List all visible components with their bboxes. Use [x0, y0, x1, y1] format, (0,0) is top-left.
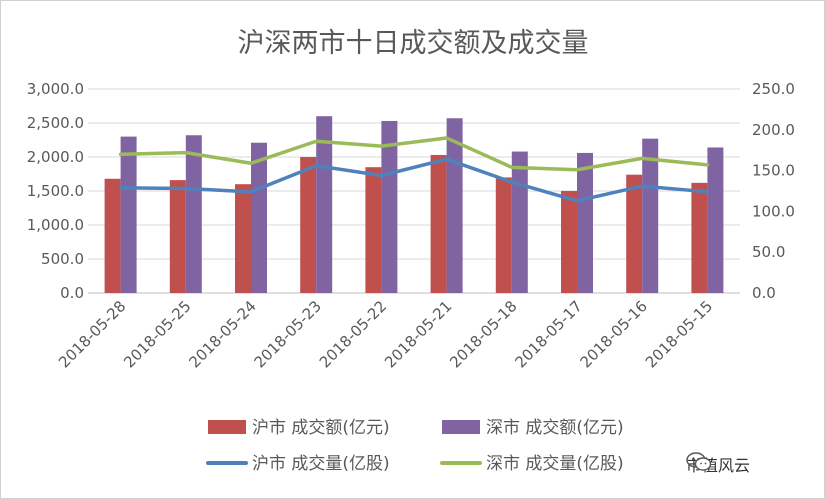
watermark: 市值风云 — [686, 452, 750, 476]
bar-sh-turnover — [561, 191, 577, 293]
bar-sh-turnover — [300, 157, 317, 293]
legend-swatch — [208, 420, 246, 434]
line-sz-volume — [118, 136, 710, 172]
y-axis-right: 0.0 50.0 100.0 150.0 200.0 250.0 — [752, 80, 795, 302]
bar-sh-turnover — [235, 184, 251, 293]
line-series-group — [118, 136, 710, 203]
y-left-tick-label: 3,000.0 — [27, 80, 84, 98]
legend-label: 深市 成交额(亿元) — [486, 418, 624, 438]
bar-sz-turnover — [381, 120, 398, 294]
y-left-tick-label: 500.0 — [41, 250, 84, 268]
bar-sh-turnover — [104, 178, 121, 293]
bar-sh-turnover — [430, 154, 447, 293]
y-left-tick-label: 0.0 — [60, 284, 84, 302]
y-left-tick-label: 2,500.0 — [27, 114, 84, 132]
x-tick-label: 2018-05-28 — [55, 297, 129, 371]
legend-label: 沪市 成交额(亿元) — [252, 418, 390, 438]
y-left-tick-label: 1,500.0 — [27, 182, 84, 200]
x-tick-label: 2018-05-15 — [642, 297, 716, 371]
y-right-tick-label: 250.0 — [752, 80, 795, 98]
y-right-tick-label: 50.0 — [752, 243, 785, 261]
x-tick-label: 2018-05-17 — [511, 297, 585, 371]
chart-title: 沪深两市十日成交额及成交量 — [238, 28, 589, 59]
y-right-tick-label: 200.0 — [752, 121, 795, 139]
x-tick-label: 2018-05-24 — [185, 297, 259, 371]
bar-sz-turnover — [120, 136, 137, 293]
bar-sz-turnover — [316, 116, 333, 293]
x-tick-label: 2018-05-23 — [251, 297, 325, 371]
bar-sz-turnover — [511, 151, 528, 293]
bar-sh-turnover — [169, 180, 186, 293]
bar-sh-turnover — [691, 182, 708, 293]
x-tick-label: 2018-05-21 — [381, 297, 455, 371]
bar-sh-turnover — [626, 174, 643, 293]
y-right-tick-label: 100.0 — [752, 202, 795, 220]
x-tick-label: 2018-05-22 — [316, 297, 390, 371]
x-tick-label: 2018-05-25 — [120, 297, 194, 371]
bar-sz-turnover — [251, 142, 267, 293]
y-left-tick-label: 2,000.0 — [27, 148, 84, 166]
bar-sz-turnover — [642, 138, 659, 293]
bar-sz-turnover — [185, 135, 202, 293]
bar-sz-turnover — [707, 147, 724, 293]
y-right-tick-label: 0.0 — [752, 284, 776, 302]
legend-label: 深市 成交量(亿股) — [486, 454, 624, 474]
bar-sh-turnover — [365, 167, 382, 293]
y-axis-left: 0.0 500.0 1,000.0 1,500.0 2,000.0 2,500.0 3,00… — [27, 80, 84, 302]
x-tick-label: 2018-05-16 — [577, 297, 651, 371]
x-tick-label: 2018-05-18 — [446, 297, 520, 371]
line-sh-volume — [118, 157, 710, 203]
legend: 沪市 成交额(亿元) 深市 成交额(亿元) 沪市 成交量(亿股) 深市 成交量(亿股) — [206, 418, 624, 474]
y-right-tick-label: 150.0 — [752, 162, 795, 180]
legend-label: 沪市 成交量(亿股) — [252, 454, 390, 474]
bar-sz-turnover — [577, 152, 593, 293]
x-axis: 2018-05-282018-05-252018-05-242018-05-23… — [55, 297, 716, 371]
wechat-icon — [686, 452, 712, 471]
bar-sh-turnover — [495, 177, 512, 293]
legend-swatch — [442, 420, 480, 434]
y-left-tick-label: 1,000.0 — [27, 216, 84, 234]
